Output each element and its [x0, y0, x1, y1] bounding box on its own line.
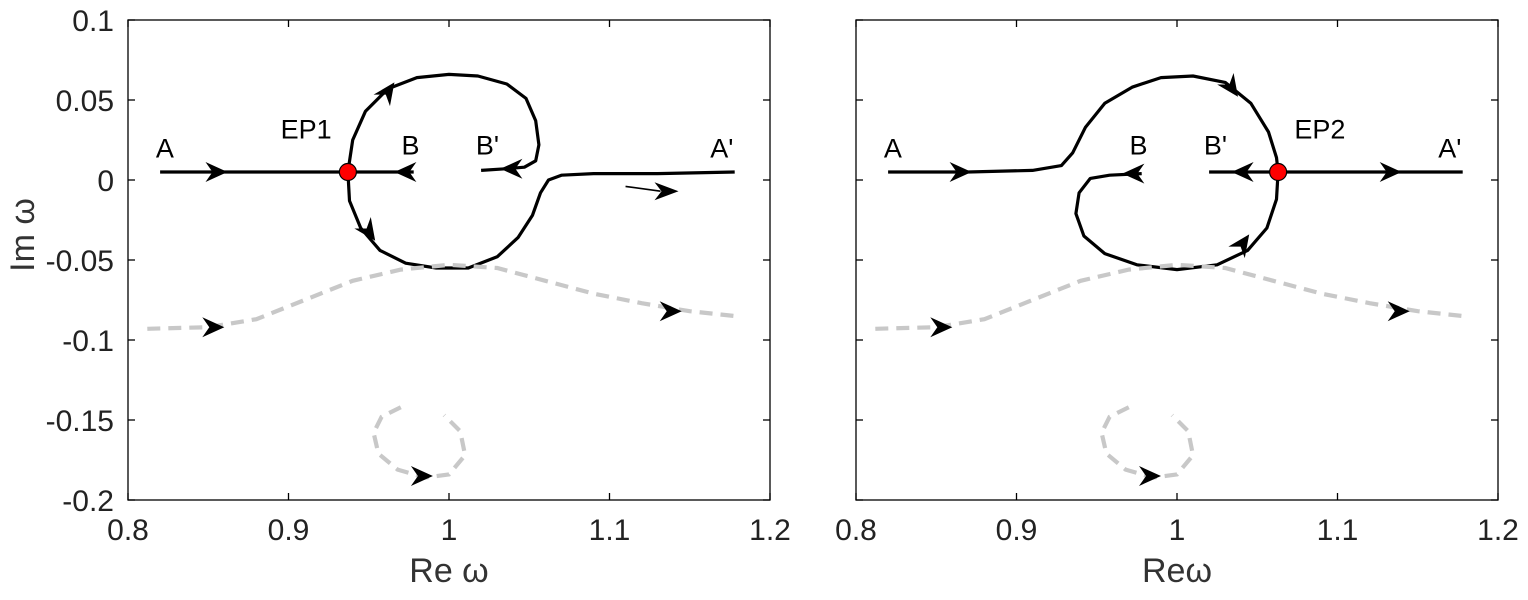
- right-direction-arrow: [1122, 163, 1145, 184]
- right-direction-arrow: [1217, 73, 1238, 97]
- left-y-tick-label: -0.1: [62, 325, 114, 358]
- right-direction-arrow: [949, 162, 972, 182]
- left-direction-arrow: [354, 217, 376, 241]
- right-annotation-0: A: [884, 134, 902, 164]
- right-x-axis-label: Reω: [1142, 552, 1212, 590]
- right-direction-arrow: [1387, 301, 1410, 322]
- left-trajectory-dashed-2: [147, 262, 735, 331]
- left-annotation-3: B': [476, 130, 499, 160]
- right-direction-arrow: [930, 317, 953, 338]
- left-thin-arrow-head: [654, 182, 679, 201]
- left-x-tick-label: 1: [441, 514, 458, 547]
- left-trajectory-solid-1: [346, 72, 735, 270]
- right-annotation-4: A': [1438, 134, 1461, 164]
- right-panel: 0.8 0.9 1 1.1 1.2 Reω A B B' EP2 A': [835, 19, 1519, 590]
- right-direction-arrow: [1231, 162, 1254, 182]
- right-trajectory-dashed-2: [875, 262, 1463, 331]
- left-direction-arrow: [410, 466, 433, 486]
- left-direction-arrow: [205, 162, 228, 182]
- left-annotation-4: A': [710, 134, 733, 164]
- right-trajectory-dashed-3: [1099, 405, 1196, 480]
- right-exceptional-point-marker: [1269, 162, 1288, 182]
- right-annotation-1: B: [1129, 130, 1147, 160]
- left-thin-arrow-shaft: [625, 185, 661, 192]
- left-direction-arrow: [659, 301, 682, 322]
- right-direction-arrow: [1139, 466, 1161, 486]
- left-x-tick-label: 1.2: [749, 514, 791, 547]
- left-y-tick-label: -0.15: [46, 405, 114, 438]
- left-annotation-0: A: [156, 134, 174, 164]
- left-y-axis-label: Im ω: [4, 198, 42, 272]
- left-trajectory-dashed-3: [371, 405, 468, 480]
- left-y-tick-label: 0: [97, 165, 114, 198]
- right-x-tick-label: 1.2: [1477, 514, 1519, 547]
- left-panel: 0.8 0.9 1 1.1 1.2 0.1 0.05 0 -0.05 -0.1 -0.15 -0.2 R…: [4, 5, 791, 590]
- right-annotation-2: B': [1204, 130, 1227, 160]
- right-plot-frame: [855, 19, 1499, 501]
- right-direction-arrow: [1379, 162, 1402, 182]
- right-x-tick-label: 1.1: [1317, 514, 1359, 547]
- left-x-axis-label: Re ω: [409, 552, 488, 590]
- right-x-tick-label: 0.8: [835, 514, 877, 547]
- right-annotation-3: EP2: [1294, 114, 1345, 144]
- left-exceptional-point-marker: [338, 162, 357, 182]
- left-y-tick-label: 0.05: [56, 85, 114, 118]
- left-direction-arrow: [500, 158, 523, 179]
- left-y-tick-label: -0.05: [46, 245, 114, 278]
- left-x-tick-label: 0.8: [107, 514, 149, 547]
- left-x-tick-label: 1.1: [589, 514, 631, 547]
- left-annotation-2: B: [401, 130, 419, 160]
- left-direction-arrow: [394, 162, 417, 182]
- left-annotation-1: EP1: [281, 114, 332, 144]
- right-x-tick-label: 1: [1169, 514, 1186, 547]
- left-plot-frame: [127, 19, 771, 501]
- left-y-tick-label: -0.2: [62, 485, 114, 518]
- left-direction-arrow: [373, 82, 395, 107]
- right-direction-arrow: [1228, 234, 1250, 259]
- left-direction-arrow: [202, 317, 225, 338]
- right-x-tick-label: 0.9: [996, 514, 1038, 547]
- left-y-tick-label: 0.1: [72, 5, 114, 38]
- left-x-tick-label: 0.9: [268, 514, 310, 547]
